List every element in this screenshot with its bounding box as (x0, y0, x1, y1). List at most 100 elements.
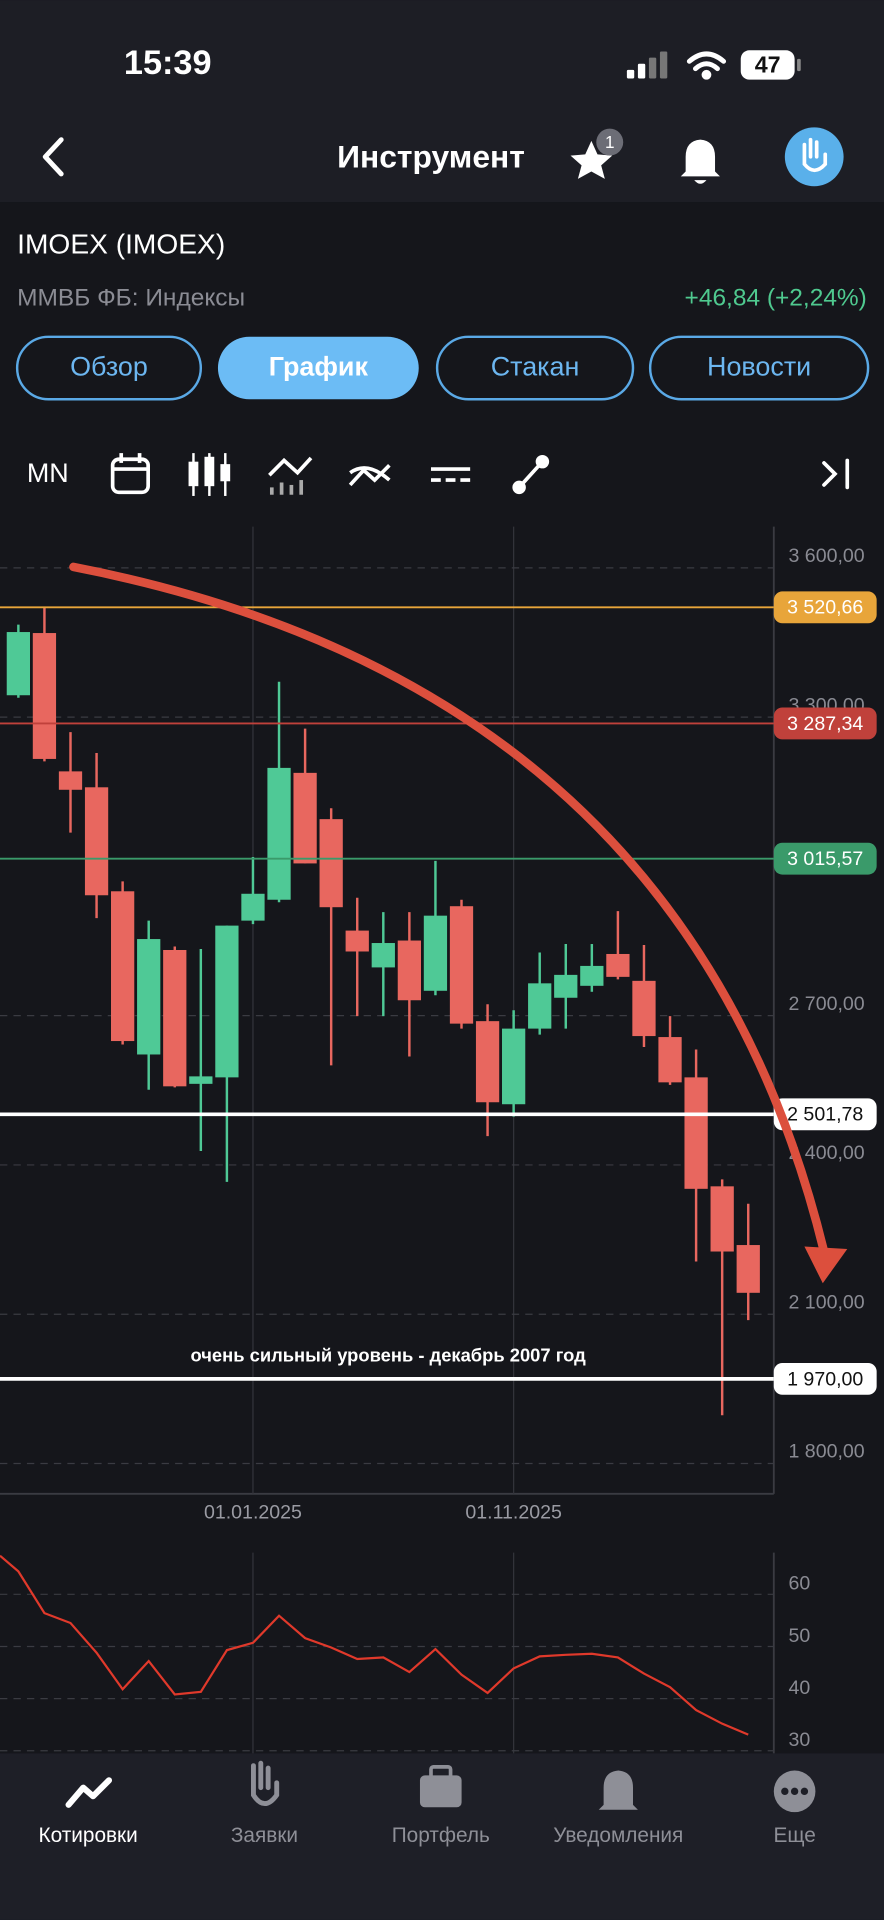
candle-body (267, 767, 291, 900)
candle-body (423, 915, 448, 991)
candle-body (736, 1245, 760, 1293)
annotation: очень сильный уровень - декабрь 2007 год (191, 1345, 587, 1366)
nav-label[interactable]: Котировки (39, 1824, 138, 1847)
candle-body (215, 925, 239, 1078)
level-label-bg (773, 1362, 877, 1395)
candle-body (632, 980, 656, 1037)
favorite-button[interactable] (570, 140, 613, 179)
candle-body (606, 953, 630, 977)
tab[interactable] (217, 336, 419, 400)
candle-body (528, 983, 552, 1029)
level-label: 2 501,78 (787, 1104, 863, 1126)
tab[interactable] (648, 335, 870, 401)
candle-body (84, 787, 109, 896)
level-label-bg (773, 591, 877, 624)
candle-body (319, 819, 343, 908)
tab-label: Новости (707, 352, 811, 382)
indicator-chart: 60 50 40 30 (0, 1552, 810, 1754)
trend-arrow (69, 562, 829, 1256)
level-label: 3 520,66 (787, 597, 863, 619)
candle-body (710, 1186, 734, 1252)
candle-body (241, 893, 265, 921)
nav-label[interactable]: Еще (773, 1824, 815, 1847)
candle-body (189, 1076, 213, 1084)
wifi-icon (686, 51, 727, 80)
favorite-badge (596, 128, 624, 156)
y-tick-label: 3 600,00 (788, 545, 864, 567)
nav-label[interactable]: Заявки (231, 1824, 298, 1847)
candle-body (293, 772, 317, 864)
tab-label: Стакан (491, 352, 580, 382)
candle-body (371, 943, 395, 968)
draw-line-button[interactable] (512, 454, 550, 495)
y-tick-label: 2 100,00 (788, 1291, 864, 1313)
tab[interactable] (15, 335, 203, 401)
instrument-exchange: ММВБ ФБ: Индексы (17, 284, 245, 311)
nav-icon-portfolio (419, 1765, 462, 1808)
candle-body (580, 965, 604, 986)
battery-level: 47 (755, 51, 781, 77)
nav-icon-orders (250, 1760, 280, 1807)
candle-body (32, 633, 57, 759)
nav-label[interactable]: Уведомления (553, 1824, 683, 1847)
candle-body (502, 1028, 526, 1105)
chart-type-button[interactable] (188, 453, 231, 496)
y-tick-label: 2 400,00 (788, 1142, 864, 1164)
y-tick-label: 30 (788, 1729, 810, 1751)
y-tick-label: 2 700,00 (788, 993, 864, 1015)
nav-label[interactable]: Портфель (392, 1824, 490, 1847)
tab[interactable] (435, 335, 635, 401)
trend-arrow-head (804, 1246, 848, 1284)
calendar-button[interactable] (110, 453, 150, 495)
level-label-bg (773, 707, 877, 740)
y-tick-label: 1 800,00 (788, 1441, 864, 1463)
favorite-badge-count: 1 (605, 132, 615, 152)
instrument-change: +46,84 (+2,24%) (685, 284, 867, 311)
signal-icon (626, 51, 668, 79)
status-time: 15:39 (124, 44, 212, 82)
candle-body (658, 1037, 682, 1083)
candle-body (449, 906, 474, 1024)
back-button[interactable] (42, 137, 64, 177)
level-label-bg (773, 1098, 877, 1131)
candle-body (397, 940, 422, 1001)
level-label: 1 970,00 (787, 1368, 863, 1390)
header-title: Инструмент (337, 139, 525, 175)
level-label: 3 287,34 (787, 713, 863, 735)
x-tick-label: 01.11.2025 (465, 1502, 562, 1524)
y-tick-label: 60 (788, 1573, 810, 1595)
level-label-bg (773, 842, 877, 875)
timeframe-button[interactable]: MN (27, 458, 69, 488)
candle-body (6, 632, 30, 696)
nav-icon-quotes (65, 1777, 113, 1808)
y-tick-label: 50 (788, 1625, 810, 1647)
scroll-end-button[interactable] (822, 458, 850, 490)
candle-body (58, 771, 83, 790)
tab-label: График (269, 352, 369, 382)
candle-body (684, 1077, 708, 1189)
bottom-nav: Котировки Заявки Портфель Уведомления Еще (39, 1824, 816, 1847)
level-label: 3 015,57 (787, 848, 863, 870)
nav-icon-notifications (598, 1770, 638, 1810)
battery (740, 50, 795, 80)
nav-icon-more (773, 1770, 816, 1813)
tabs: Обзор График Стакан Новости (15, 335, 870, 401)
instrument-name: IMOEX (IMOEX) (17, 229, 225, 260)
profile-icon (802, 137, 828, 173)
battery-cap (797, 58, 801, 72)
profile-button[interactable] (784, 127, 844, 187)
candle-body (345, 930, 369, 952)
indicators-button[interactable] (268, 456, 313, 495)
levels-button[interactable] (430, 467, 471, 482)
candle-body (475, 1021, 500, 1103)
tab-label: Обзор (70, 352, 148, 382)
header-bg (0, 0, 884, 203)
notifications-button[interactable] (680, 139, 720, 184)
candle-body (554, 974, 578, 998)
y-tick-label: 40 (788, 1677, 810, 1699)
compare-button[interactable] (348, 464, 391, 487)
candle-body (111, 891, 135, 1042)
